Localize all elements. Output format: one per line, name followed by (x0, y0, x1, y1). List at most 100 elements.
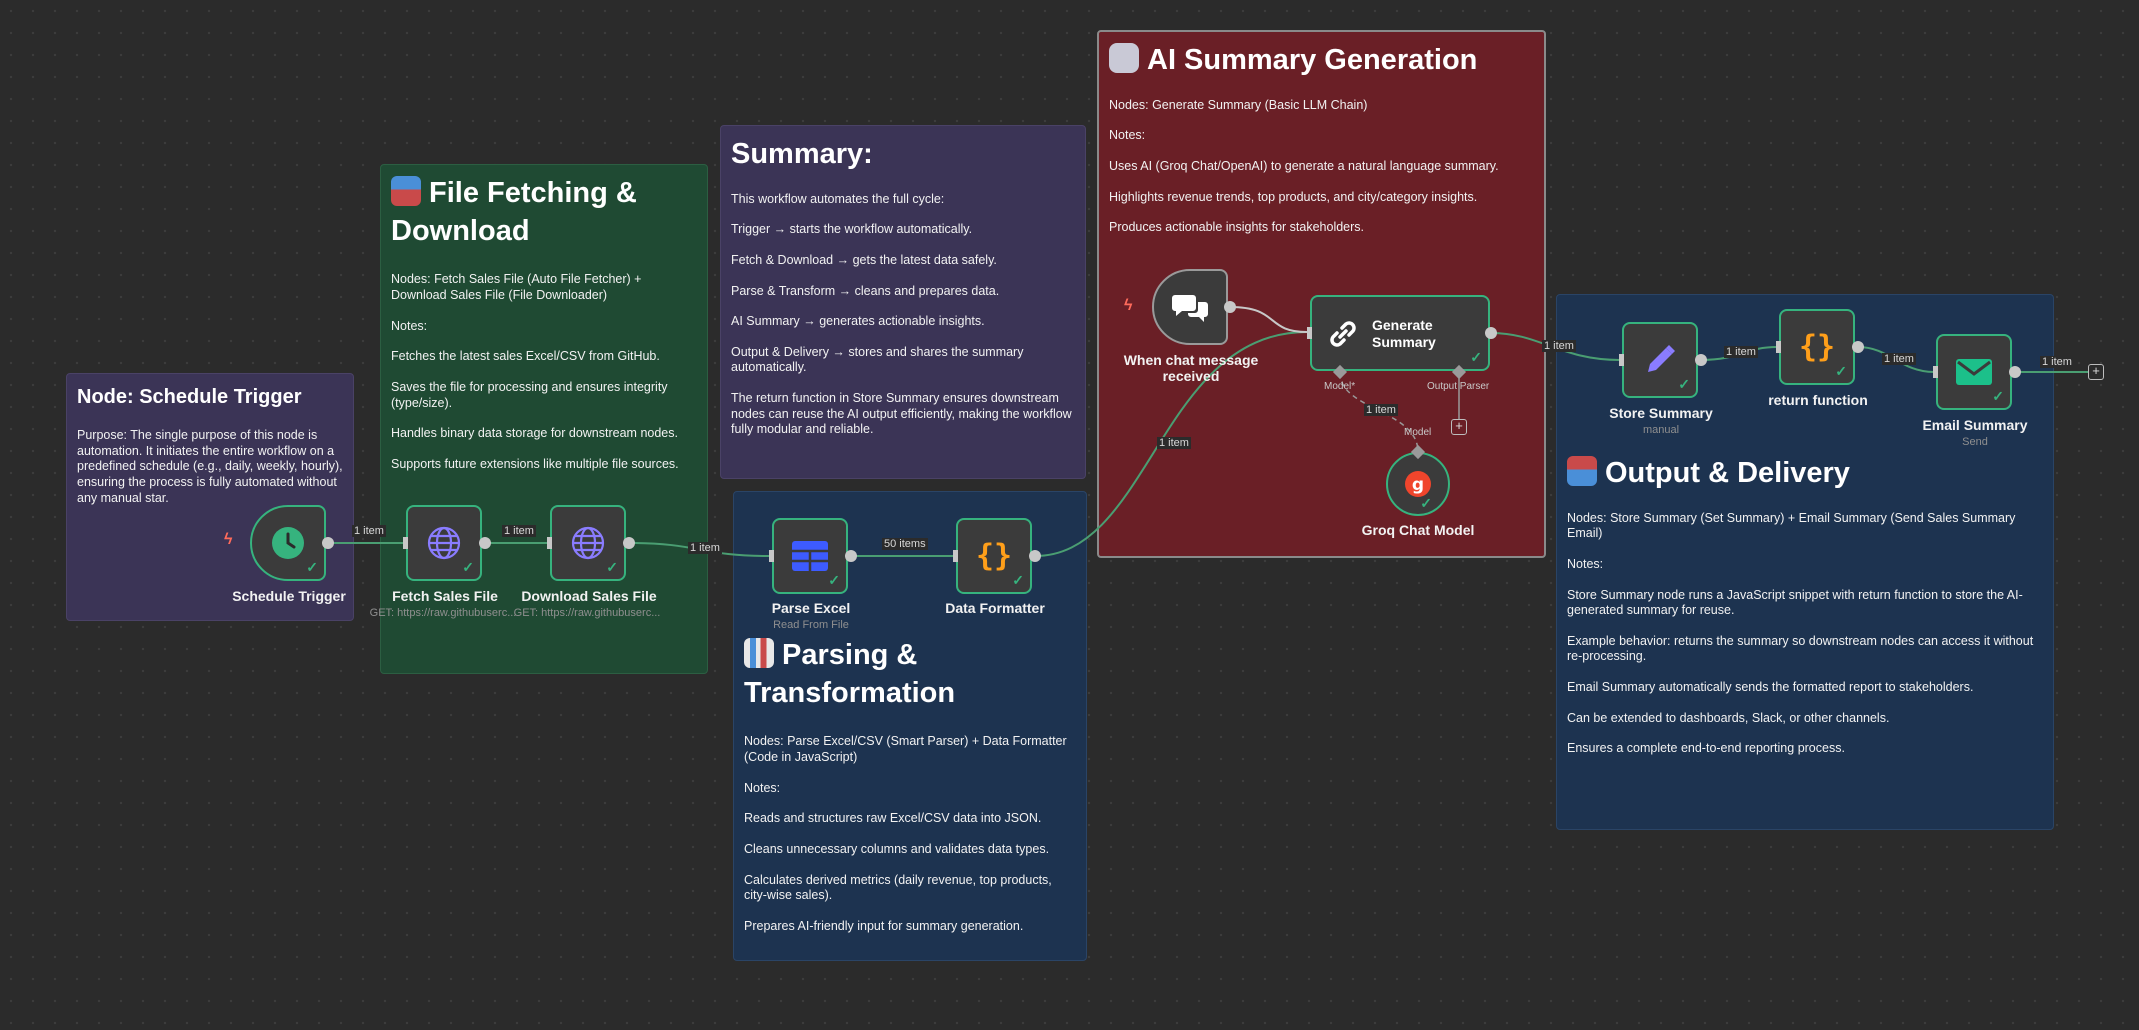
node-download-sales-file[interactable]: ✓ (550, 505, 626, 581)
sticky-paragraph: Produces actionable insights for stakeho… (1109, 220, 1365, 235)
sticky-paragraph: Fetch & Download → gets the latest data … (731, 252, 997, 267)
sticky-paragraph: Example behavior: returns the summary so… (1567, 633, 2034, 664)
node-generate-summary[interactable]: Generate Summary ✓ (1310, 295, 1490, 371)
node-schedule-trigger[interactable]: ✓ (250, 505, 326, 581)
success-check-icon: ✓ (1835, 363, 1847, 379)
table-icon (792, 541, 828, 571)
envelope-icon (1956, 359, 1992, 385)
edge-label: 1 item (2040, 356, 2074, 368)
trigger-bolt-icon: ϟ (1124, 297, 1133, 314)
node-title: Generate Summary (1372, 317, 1436, 350)
add-output-parser-button[interactable]: + (1451, 419, 1467, 435)
sticky-paragraph: Purpose: The single purpose of this node… (77, 428, 343, 505)
braces-icon: {} (1798, 329, 1836, 365)
outbox-tray-icon (1567, 456, 1597, 487)
node-label: Download Sales File (521, 588, 657, 604)
node-fetch-sales-file[interactable]: ✓ (406, 505, 482, 581)
sticky-paragraph: This workflow automates the full cycle: (731, 191, 945, 206)
edge-label: 1 item (502, 525, 536, 537)
edge-label: 1 item (1364, 404, 1398, 416)
sticky-title: Output & Delivery (1567, 455, 2043, 493)
sticky-paragraph: Notes: (391, 318, 428, 333)
sticky-note-schedule-trigger[interactable]: Node: Schedule Trigger Purpose: The sing… (66, 373, 354, 621)
edge-label: 1 item (688, 542, 722, 554)
sticky-paragraph: Prepares AI-friendly input for summary g… (744, 918, 1024, 933)
node-subtitle: Read From File (773, 619, 849, 631)
sticky-paragraph: Output & Delivery → stores and shares th… (731, 344, 1024, 375)
success-check-icon: ✓ (1678, 376, 1690, 392)
sticky-paragraph: Notes: (1109, 128, 1146, 143)
chat-icon (1172, 295, 1208, 322)
node-subtitle: GET: https://raw.githubuserc... (513, 607, 661, 619)
groq-icon: g (1405, 471, 1431, 497)
sticky-paragraph: Uses AI (Groq Chat/OpenAI) to generate a… (1109, 158, 1499, 173)
node-subtitle: Send (1962, 436, 1988, 448)
sticky-paragraph: Email Summary automatically sends the fo… (1567, 680, 1974, 695)
sticky-paragraph: Can be extended to dashboards, Slack, or… (1567, 710, 1890, 725)
node-label: Store Summary (1609, 405, 1713, 421)
clock-icon (272, 527, 304, 559)
robot-icon (1109, 43, 1139, 74)
sticky-title: Node: Schedule Trigger (77, 386, 302, 408)
port-label-output-parser: Output Parser (1427, 381, 1490, 392)
sticky-paragraph: Reads and structures raw Excel/CSV data … (744, 811, 1042, 826)
sticky-paragraph: Trigger → starts the workflow automatica… (731, 222, 973, 237)
sticky-paragraph: Nodes: Fetch Sales File (Auto File Fetch… (391, 272, 642, 302)
node-groq-chat-model[interactable]: g ✓ (1386, 452, 1450, 516)
sticky-note-summary[interactable]: Summary: This workflow automates the ful… (720, 125, 1086, 479)
sticky-title: File Fetching & Download (391, 176, 637, 247)
node-label: Groq Chat Model (1361, 522, 1475, 538)
edge-label: 50 items (882, 538, 928, 550)
sticky-paragraph: Nodes: Generate Summary (Basic LLM Chain… (1109, 97, 1368, 112)
sticky-paragraph: Calculates derived metrics (daily revenu… (744, 872, 1052, 903)
sticky-paragraph: Nodes: Store Summary (Set Summary) + Ema… (1567, 510, 2016, 541)
sticky-title: Parsing & Transformation (744, 638, 956, 709)
sticky-paragraph: Cleans unnecessary columns and validates… (744, 841, 1050, 856)
success-check-icon: ✓ (306, 559, 318, 575)
sticky-paragraph: Supports future extensions like multiple… (391, 456, 679, 471)
add-next-node-button[interactable]: + (2088, 364, 2104, 380)
bar-chart-icon (744, 638, 774, 669)
node-label: return function (1768, 392, 1868, 408)
sticky-paragraph: Nodes: Parse Excel/CSV (Smart Parser) + … (744, 734, 1067, 764)
node-label: Schedule Trigger (232, 588, 346, 604)
port-label-model: Model* (1324, 381, 1356, 392)
port-label-model: Model (1404, 427, 1432, 438)
sticky-paragraph: Notes: (744, 780, 781, 795)
braces-icon: {} (975, 538, 1013, 574)
success-check-icon: ✓ (828, 572, 840, 588)
node-chat-trigger[interactable] (1152, 269, 1228, 345)
globe-icon (427, 526, 461, 560)
sticky-paragraph: AI Summary → generates actionable insigh… (731, 314, 985, 329)
success-check-icon: ✓ (1992, 388, 2004, 404)
globe-icon (571, 526, 605, 560)
inbox-tray-icon (391, 176, 421, 207)
sticky-paragraph: The return function in Store Summary ens… (731, 391, 1072, 437)
sticky-title: AI Summary Generation (1109, 42, 1534, 80)
sticky-paragraph: Handles binary data storage for downstre… (391, 426, 678, 441)
node-label: Parse Excel (771, 600, 851, 616)
node-data-formatter[interactable]: {} ✓ (956, 518, 1032, 594)
sticky-paragraph: Fetches the latest sales Excel/CSV from … (391, 349, 660, 364)
node-label: Fetch Sales File (392, 588, 498, 604)
success-check-icon: ✓ (1012, 572, 1024, 588)
sticky-note-file-fetching[interactable]: File Fetching & Download Nodes: Fetch Sa… (380, 164, 708, 674)
success-check-icon: ✓ (462, 559, 474, 575)
node-subtitle: GET: https://raw.githubuserc... (369, 607, 517, 619)
node-label: Email Summary (1922, 417, 2028, 433)
success-check-icon: ✓ (1420, 495, 1432, 511)
node-email-summary[interactable]: ✓ (1936, 334, 2012, 410)
edge-label: 1 item (1157, 437, 1191, 449)
trigger-bolt-icon: ϟ (224, 531, 233, 548)
edge-label: 1 item (1542, 340, 1576, 352)
node-parse-excel[interactable]: ✓ (772, 518, 848, 594)
sticky-paragraph: Notes: (1567, 556, 1604, 571)
node-return-function[interactable]: {} ✓ (1779, 309, 1855, 385)
svg-text:g: g (1412, 475, 1424, 495)
success-check-icon: ✓ (606, 559, 618, 575)
node-label: Data Formatter (945, 600, 1045, 616)
sticky-paragraph: Ensures a complete end-to-end reporting … (1567, 741, 1845, 756)
edge-label: 1 item (1724, 346, 1758, 358)
node-subtitle: manual (1642, 424, 1680, 436)
node-store-summary[interactable]: ✓ (1622, 322, 1698, 398)
